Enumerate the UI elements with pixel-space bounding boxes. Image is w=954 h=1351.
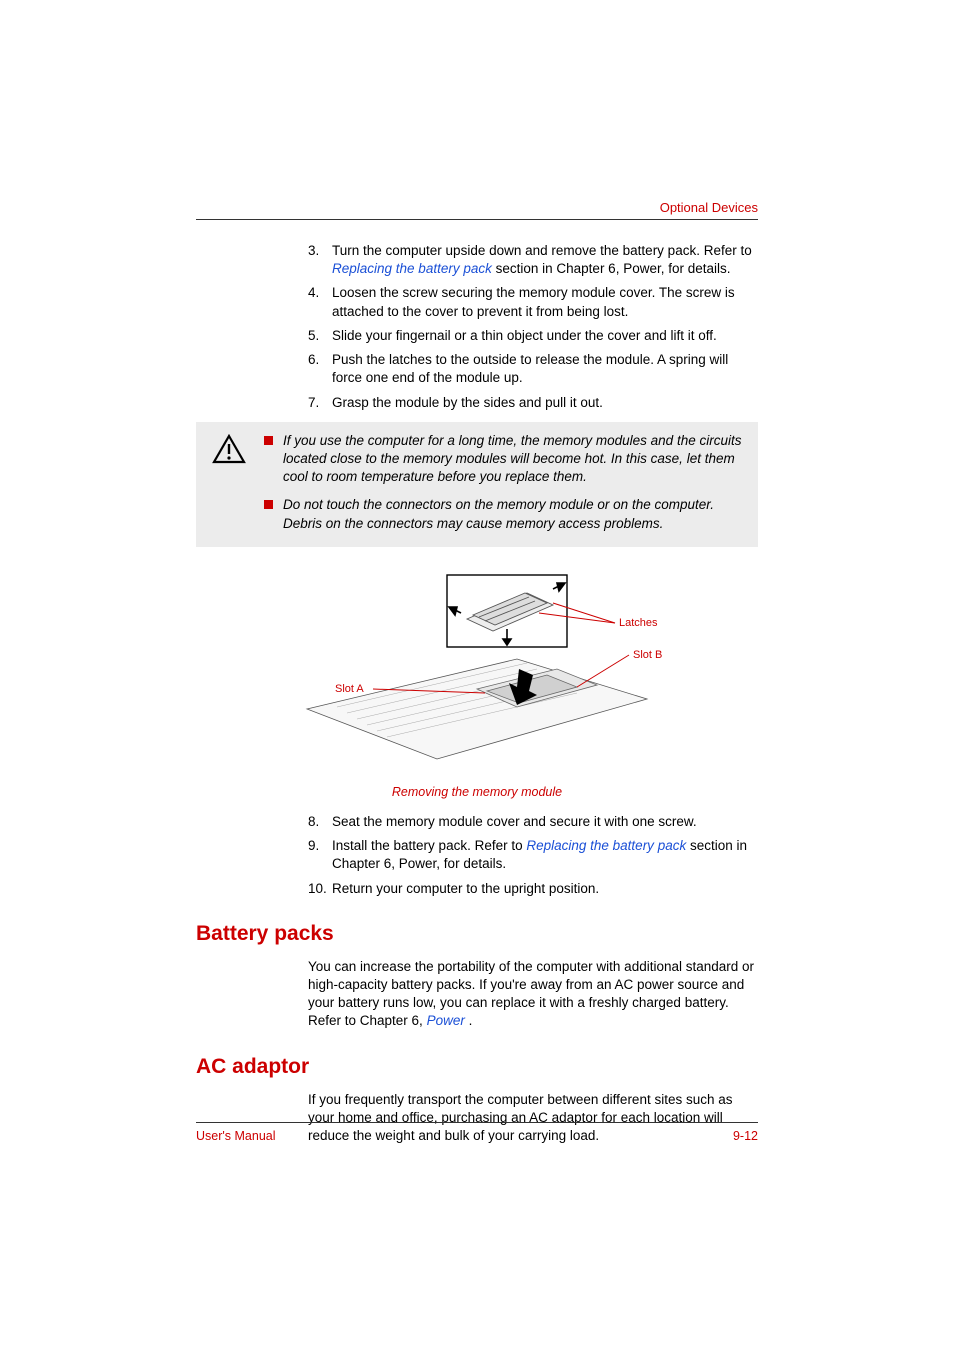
footer-page-number: 9-12	[733, 1129, 758, 1143]
step-number: 9.	[308, 837, 332, 873]
caution-item: Do not touch the connectors on the memor…	[264, 496, 742, 532]
manual-page: Optional Devices 3. Turn the computer up…	[0, 0, 954, 1351]
step-body: Push the latches to the outside to relea…	[332, 351, 758, 387]
page-header: Optional Devices	[196, 200, 758, 220]
figure-svg: Latches Slot B Slot A	[277, 569, 677, 779]
caution-item: If you use the computer for a long time,…	[264, 432, 742, 487]
step-3: 3. Turn the computer upside down and rem…	[308, 242, 758, 278]
step-body: Turn the computer upside down and remove…	[332, 242, 758, 278]
heading-ac-adaptor: AC adaptor	[196, 1055, 758, 1079]
heading-battery-packs: Battery packs	[196, 922, 758, 946]
step-number: 7.	[308, 394, 332, 412]
figure-caption: Removing the memory module	[392, 785, 562, 799]
steps-list-a: 3. Turn the computer upside down and rem…	[308, 242, 758, 412]
step-body: Loosen the screw securing the memory mod…	[332, 284, 758, 320]
steps-list-b: 8. Seat the memory module cover and secu…	[308, 813, 758, 898]
step-9: 9. Install the battery pack. Refer to Re…	[308, 837, 758, 873]
step-text-pre: Turn the computer upside down and remove…	[332, 243, 752, 258]
step-8: 8. Seat the memory module cover and secu…	[308, 813, 758, 831]
step-4: 4. Loosen the screw securing the memory …	[308, 284, 758, 320]
para-battery-packs: You can increase the portability of the …	[308, 958, 758, 1031]
step-body: Install the battery pack. Refer to Repla…	[332, 837, 758, 873]
caution-icon	[212, 432, 248, 533]
para-text-post: .	[469, 1013, 473, 1028]
bullet-icon	[264, 436, 273, 445]
figure-label-slot-b: Slot B	[633, 649, 662, 661]
caution-box: If you use the computer for a long time,…	[196, 422, 758, 547]
figure-label-latches: Latches	[619, 617, 658, 629]
para-text-pre: You can increase the portability of the …	[308, 959, 754, 1029]
caution-list: If you use the computer for a long time,…	[264, 432, 742, 533]
step-body: Seat the memory module cover and secure …	[332, 813, 758, 831]
step-5: 5. Slide your fingernail or a thin objec…	[308, 327, 758, 345]
step-number: 5.	[308, 327, 332, 345]
step-number: 3.	[308, 242, 332, 278]
caution-text: If you use the computer for a long time,…	[283, 432, 742, 487]
step-body: Grasp the module by the sides and pull i…	[332, 394, 758, 412]
step-7: 7. Grasp the module by the sides and pul…	[308, 394, 758, 412]
step-text-post: section in Chapter 6, Power, for details…	[496, 261, 731, 276]
page-footer: User's Manual 9-12	[196, 1122, 758, 1143]
step-body: Slide your fingernail or a thin object u…	[332, 327, 758, 345]
figure-label-slot-a: Slot A	[335, 683, 364, 695]
link-replacing-battery[interactable]: Replacing the battery pack	[332, 261, 492, 276]
footer-doc-title: User's Manual	[196, 1129, 276, 1143]
link-replacing-battery[interactable]: Replacing the battery pack	[526, 838, 686, 853]
step-number: 4.	[308, 284, 332, 320]
link-power-chapter[interactable]: Power	[427, 1013, 465, 1028]
header-section-label: Optional Devices	[196, 200, 758, 215]
step-number: 8.	[308, 813, 332, 831]
step-text-pre: Install the battery pack. Refer to	[332, 838, 526, 853]
step-number: 10.	[308, 880, 332, 898]
step-body: Return your computer to the upright posi…	[332, 880, 758, 898]
step-number: 6.	[308, 351, 332, 387]
bullet-icon	[264, 500, 273, 509]
caution-text: Do not touch the connectors on the memor…	[283, 496, 742, 532]
step-6: 6. Push the latches to the outside to re…	[308, 351, 758, 387]
step-10: 10. Return your computer to the upright …	[308, 880, 758, 898]
figure-memory-module: Latches Slot B Slot A Removing the memor…	[196, 569, 758, 799]
